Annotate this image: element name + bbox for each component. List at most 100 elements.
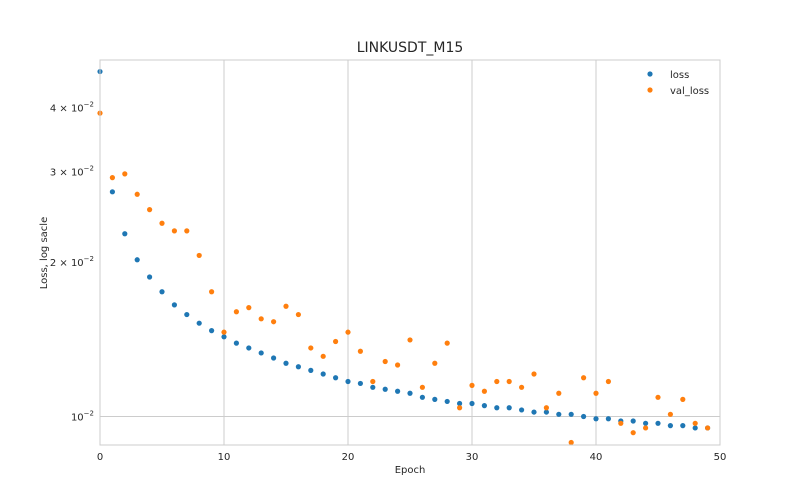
loss-point bbox=[382, 386, 388, 392]
loss-point bbox=[481, 403, 487, 409]
val-loss-point bbox=[519, 384, 525, 390]
val-loss-point bbox=[407, 337, 413, 343]
val-loss-point bbox=[568, 439, 574, 446]
loss-point bbox=[345, 378, 351, 385]
loss-point bbox=[258, 350, 264, 356]
val-loss-point bbox=[444, 340, 450, 346]
loss-point bbox=[196, 320, 202, 326]
loss-point bbox=[519, 407, 525, 413]
val-loss-point bbox=[134, 191, 140, 197]
x-tick-label: 30 bbox=[466, 452, 479, 463]
loss-point bbox=[506, 405, 512, 411]
val-loss-point bbox=[246, 305, 252, 311]
val-loss-point bbox=[655, 394, 661, 400]
legend-swatch-loss bbox=[647, 71, 653, 77]
loss-point bbox=[444, 398, 450, 405]
val-loss-point bbox=[159, 220, 165, 226]
loss-point bbox=[109, 189, 115, 195]
val-loss-point bbox=[543, 405, 550, 411]
val-loss-point bbox=[357, 348, 363, 354]
val-loss-point bbox=[630, 430, 636, 436]
val-loss-point bbox=[556, 390, 562, 396]
val-loss-point bbox=[171, 228, 177, 234]
plot-frame bbox=[99, 59, 721, 446]
loss-point bbox=[370, 384, 376, 390]
val-loss-point bbox=[345, 329, 351, 335]
val-loss-point bbox=[593, 390, 599, 396]
val-loss-point bbox=[419, 384, 425, 390]
val-loss-point bbox=[370, 378, 376, 385]
loss-point bbox=[680, 423, 686, 429]
y-tick-label: 10−2 bbox=[71, 410, 94, 424]
val-loss-point bbox=[395, 362, 401, 368]
loss-point bbox=[667, 423, 674, 429]
val-loss-point bbox=[221, 329, 227, 335]
val-loss-point bbox=[122, 171, 128, 177]
loss-point bbox=[357, 380, 363, 387]
loss-point bbox=[283, 360, 289, 366]
loss-point bbox=[581, 413, 587, 420]
val-loss-point bbox=[258, 316, 264, 322]
val-loss-point bbox=[667, 411, 674, 417]
legend-label-loss: loss bbox=[670, 70, 689, 81]
val-loss-point bbox=[581, 375, 587, 381]
loss-point bbox=[457, 400, 463, 407]
legend-label-val-loss: val_loss bbox=[670, 86, 709, 97]
loss-point bbox=[531, 409, 537, 415]
val-loss-point bbox=[692, 420, 698, 426]
loss-point bbox=[295, 364, 301, 370]
val-loss-point bbox=[196, 252, 202, 259]
loss-point bbox=[432, 396, 438, 402]
val-loss-point bbox=[320, 353, 326, 359]
grid-lines bbox=[100, 60, 720, 445]
loss-point bbox=[494, 405, 500, 411]
loss-point bbox=[308, 367, 314, 373]
val-loss-point bbox=[457, 405, 463, 411]
loss-point bbox=[543, 409, 550, 415]
data-points bbox=[97, 68, 711, 446]
series-val-loss bbox=[97, 110, 711, 446]
loss-point bbox=[271, 355, 277, 361]
loss-point bbox=[209, 328, 215, 334]
y-tick-label: 3 × 10−2 bbox=[50, 165, 94, 179]
y-tick-label: 4 × 10−2 bbox=[50, 100, 94, 114]
loss-point bbox=[147, 274, 153, 280]
val-loss-point bbox=[184, 228, 190, 234]
val-loss-point bbox=[494, 378, 500, 385]
val-loss-point bbox=[705, 425, 711, 431]
val-loss-point bbox=[605, 378, 612, 385]
x-tick-labels: 0 10 20 30 40 50 bbox=[97, 452, 727, 463]
loss-point bbox=[134, 257, 140, 263]
val-loss-point bbox=[643, 425, 649, 431]
loss-point bbox=[184, 311, 190, 318]
loss-point bbox=[605, 416, 612, 422]
loss-point bbox=[171, 302, 177, 308]
val-loss-point bbox=[147, 207, 153, 213]
x-axis-label: Epoch bbox=[395, 465, 426, 476]
y-tick-labels: 10−2 2 × 10−2 3 × 10−2 4 × 10−2 bbox=[50, 100, 94, 423]
legend-swatch-val-loss bbox=[647, 87, 653, 93]
val-loss-point bbox=[432, 360, 438, 366]
val-loss-point bbox=[531, 371, 537, 377]
val-loss-point bbox=[283, 303, 289, 309]
loss-point bbox=[320, 371, 326, 377]
loss-point bbox=[221, 334, 227, 340]
y-tick-label: 2 × 10−2 bbox=[50, 255, 94, 269]
val-loss-point bbox=[680, 396, 686, 402]
loss-point bbox=[593, 416, 599, 422]
loss-point bbox=[419, 394, 425, 400]
loss-point bbox=[643, 420, 649, 426]
loss-point bbox=[407, 390, 413, 396]
loss-point bbox=[655, 420, 661, 426]
loss-point bbox=[395, 388, 401, 394]
loss-point bbox=[556, 411, 562, 417]
x-tick-label: 20 bbox=[342, 452, 355, 463]
loss-point bbox=[159, 289, 165, 295]
val-loss-point bbox=[506, 378, 512, 385]
val-loss-point bbox=[233, 309, 239, 315]
loss-point bbox=[630, 418, 636, 424]
val-loss-point bbox=[481, 388, 487, 394]
series-loss bbox=[97, 68, 711, 431]
y-axis-label: Loss, log sacle bbox=[39, 217, 50, 289]
